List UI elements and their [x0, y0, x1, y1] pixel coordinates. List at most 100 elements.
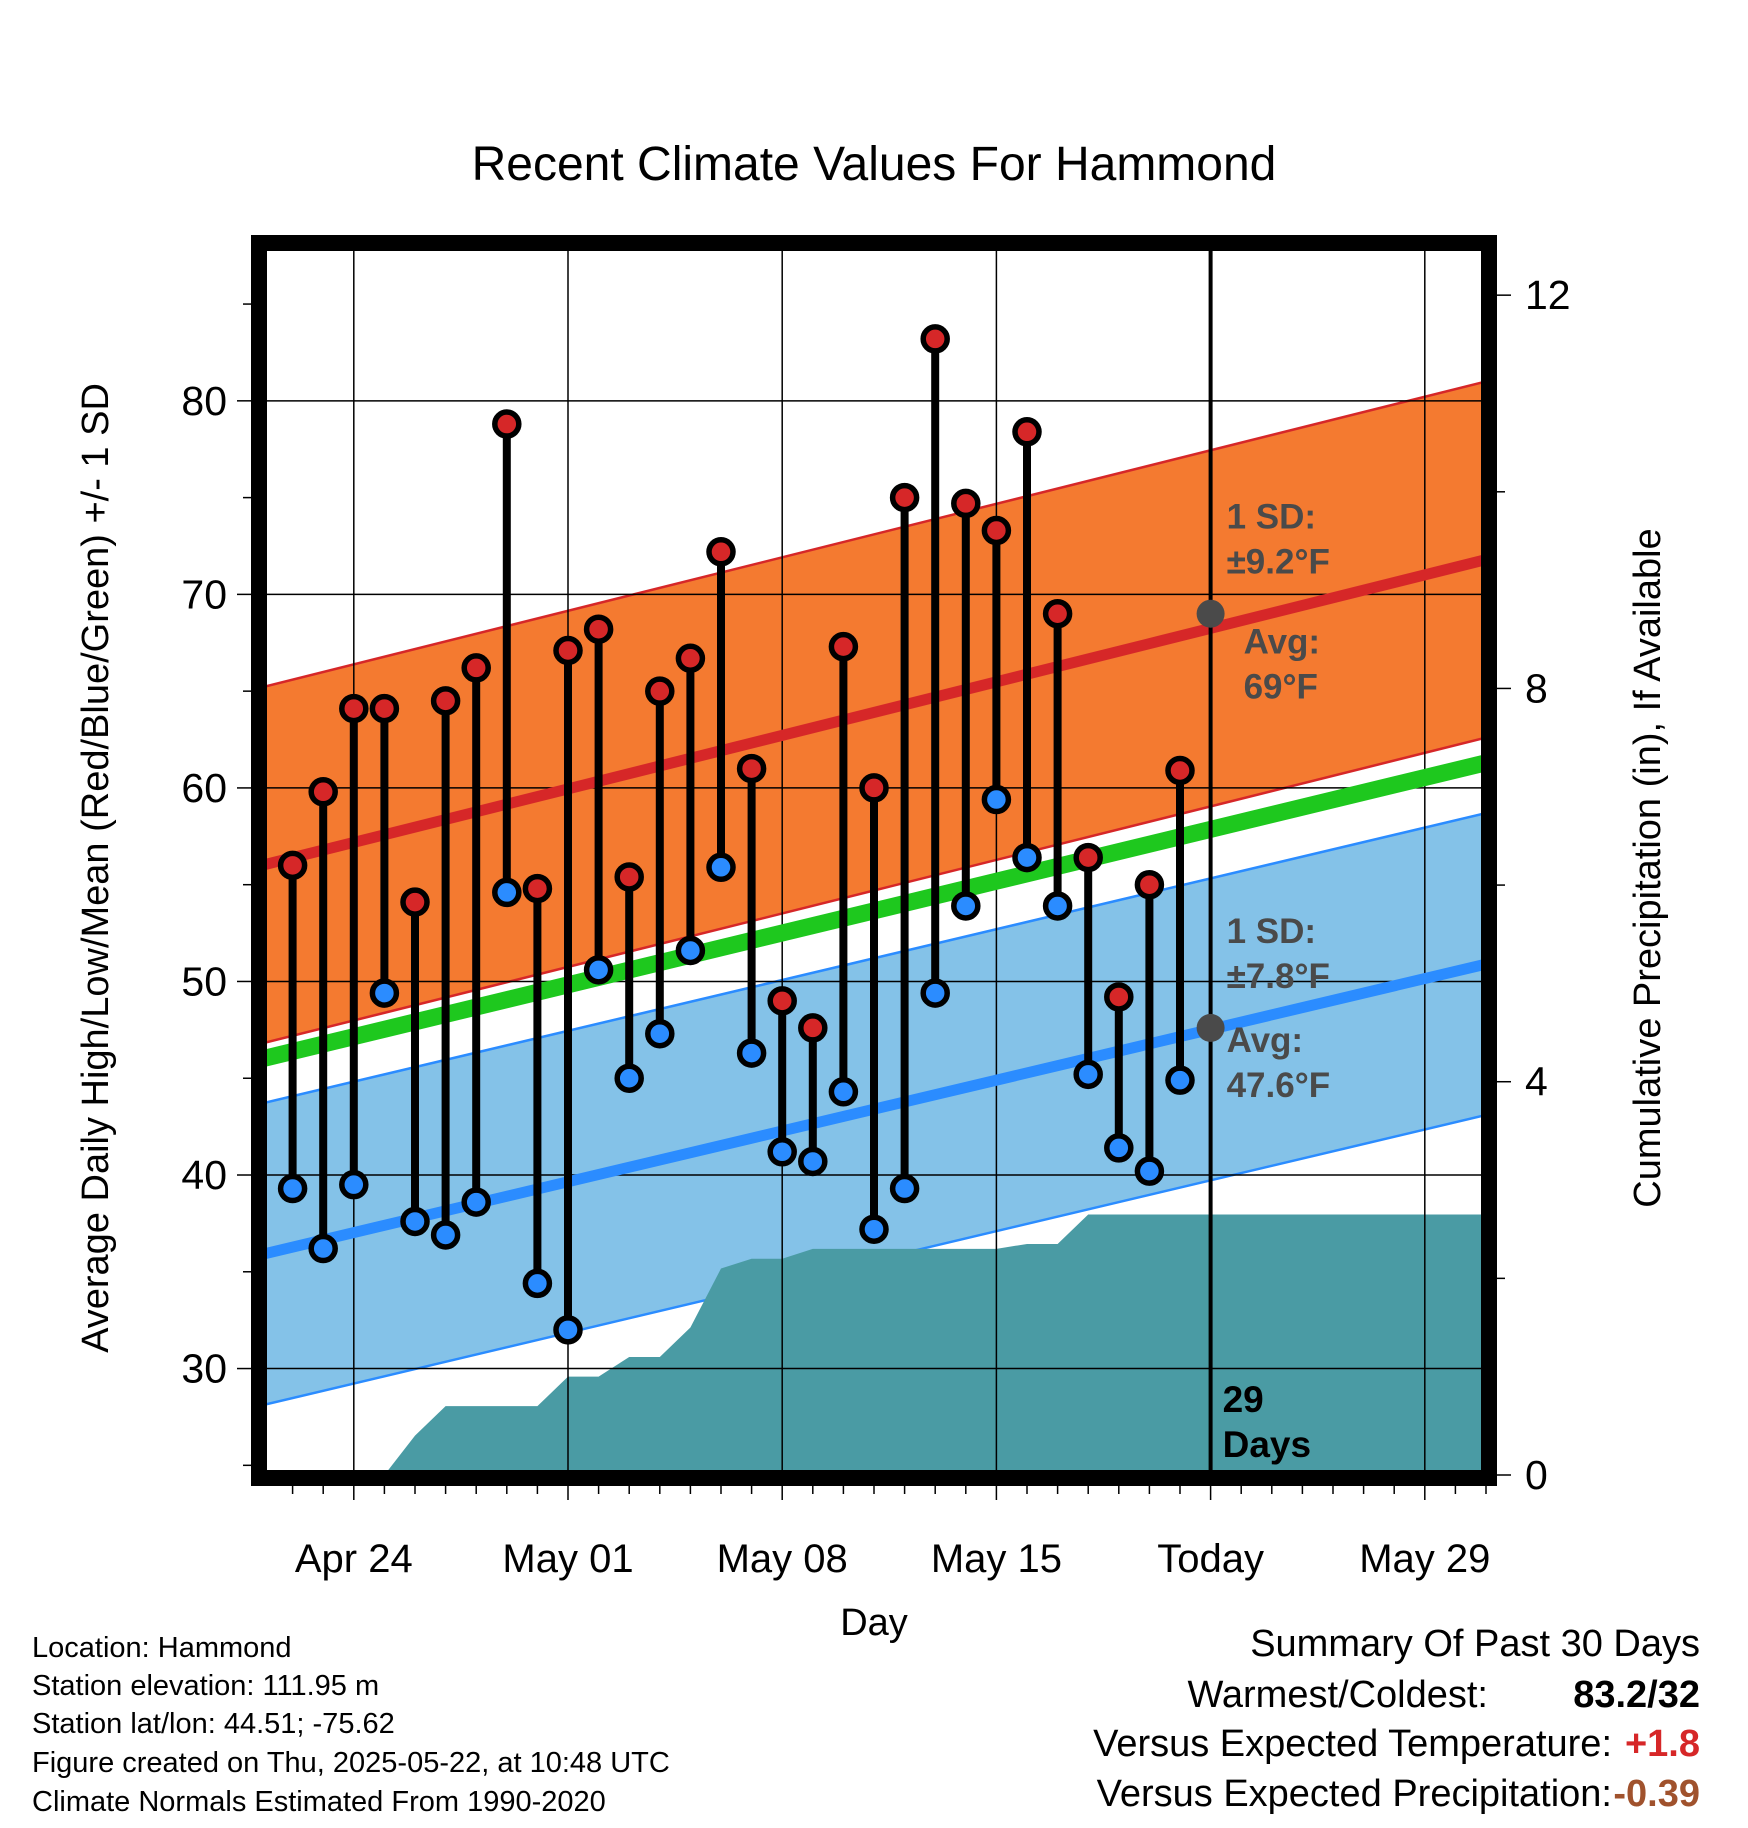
low-sd-label: 1 SD:	[1227, 912, 1316, 951]
daily-low-point	[1134, 1156, 1165, 1186]
y-left-tick-label: 40	[181, 1152, 227, 1198]
y-right-tick-label: 4	[1525, 1059, 1548, 1105]
daily-low-point	[706, 852, 736, 883]
info-normals: Climate Normals Estimated From 1990-2020	[32, 1786, 606, 1818]
daily-low-point	[981, 784, 1012, 815]
y-left-tick-label: 60	[181, 765, 227, 811]
precip-area	[292, 1214, 1486, 1475]
daily-low-point	[889, 1173, 920, 1204]
low-avg-label: Avg:	[1227, 1021, 1303, 1060]
low-avg-marker	[1196, 1013, 1225, 1042]
high-sd-value: ±9.2°F	[1227, 543, 1330, 582]
daily-low-point	[553, 1315, 583, 1345]
y-right-tick-label: 12	[1525, 272, 1571, 318]
daily-high-point	[1104, 982, 1134, 1012]
daily-high-point	[308, 777, 338, 807]
daily-high-point	[981, 515, 1012, 546]
x-tick-label: May 29	[1359, 1537, 1490, 1581]
days-word: Days	[1223, 1424, 1311, 1465]
daily-high-point	[645, 676, 675, 706]
daily-low-point	[369, 978, 400, 1008]
daily-low-point	[277, 1173, 308, 1204]
summary-warm-cold-label: Warmest/Coldest:	[1187, 1674, 1488, 1716]
summary-precip-value: -0.39	[1613, 1773, 1700, 1815]
daily-low-point	[675, 935, 706, 966]
plot-frame	[251, 235, 1497, 1486]
y-left-tick-label: 80	[181, 378, 227, 424]
daily-low-point	[492, 877, 522, 908]
daily-low-point	[798, 1146, 828, 1177]
daily-high-point	[1073, 842, 1103, 873]
info-elevation: Station elevation: 111.95 m	[32, 1670, 380, 1702]
daily-high-point	[1042, 598, 1073, 629]
daily-high-point	[859, 773, 889, 803]
daily-high-point	[828, 631, 859, 662]
daily-low-point	[828, 1077, 859, 1107]
daily-low-point	[1012, 842, 1042, 873]
daily-high-point	[1165, 755, 1195, 786]
daily-high-point	[1012, 417, 1042, 447]
summary-temp-label: Versus Expected Temperature:	[1093, 1723, 1612, 1765]
y-axis-left-label: Average Daily High/Low/Mean (Red/Blue/Gr…	[75, 383, 117, 1353]
daily-high-point	[277, 850, 308, 881]
daily-low-point	[920, 978, 950, 1008]
daily-high-point	[492, 409, 522, 439]
daily-low-point	[645, 1018, 675, 1049]
daily-low-point	[951, 891, 981, 921]
high-avg-value: 69°F	[1244, 668, 1318, 707]
summary-heading: Summary Of Past 30 Days	[1250, 1623, 1700, 1665]
y-left-tick-label: 50	[181, 958, 227, 1004]
daily-low-point	[767, 1137, 797, 1167]
y-right-tick-label: 8	[1525, 665, 1548, 711]
daily-high-point	[522, 873, 553, 904]
daily-high-point	[1134, 869, 1165, 900]
daily-low-point	[1104, 1133, 1134, 1163]
daily-high-point	[369, 693, 400, 724]
daily-high-point	[614, 862, 644, 892]
daily-low-point	[308, 1233, 338, 1264]
days-count: 29	[1223, 1379, 1264, 1420]
low-avg-value: 47.6°F	[1227, 1066, 1331, 1105]
x-axis-label: Day	[840, 1602, 908, 1644]
chart-title: Recent Climate Values For Hammond	[472, 138, 1277, 191]
daily-low-point	[583, 955, 614, 985]
daily-high-point	[675, 643, 706, 673]
daily-high-point	[920, 324, 950, 354]
y-right-tick-label: 0	[1525, 1452, 1548, 1498]
daily-high-point	[461, 653, 491, 683]
daily-low-point	[736, 1038, 767, 1068]
x-tick-label: May 15	[931, 1537, 1062, 1581]
info-created: Figure created on Thu, 2025-05-22, at 10…	[32, 1747, 670, 1779]
x-tick-label: Today	[1157, 1537, 1264, 1581]
y-axis-right-label: Cumulative Precipitation (in), If Availa…	[1627, 528, 1669, 1207]
daily-high-point	[889, 482, 920, 513]
daily-high-point	[767, 986, 797, 1016]
high-avg-marker	[1196, 599, 1225, 628]
daily-high-point	[553, 635, 583, 666]
summary-warm-cold-value: 83.2/32	[1573, 1674, 1700, 1716]
daily-high-point	[798, 1013, 828, 1043]
daily-high-point	[339, 693, 369, 724]
high-avg-label: Avg:	[1244, 623, 1320, 662]
daily-high-point	[400, 887, 430, 917]
daily-low-point	[859, 1214, 889, 1244]
high-sd-label: 1 SD:	[1227, 498, 1316, 537]
y-left-tick-label: 70	[181, 571, 227, 617]
daily-low-point	[1042, 891, 1073, 921]
daily-high-point	[706, 537, 736, 567]
daily-low-point	[1073, 1059, 1103, 1090]
daily-low-point	[614, 1063, 644, 1093]
daily-low-point	[461, 1187, 491, 1217]
summary-precip-label: Versus Expected Precipitation:	[1096, 1773, 1612, 1815]
summary-temp-value: +1.8	[1624, 1723, 1700, 1765]
x-tick-label: May 08	[717, 1537, 848, 1581]
daily-low-point	[522, 1268, 553, 1299]
info-location: Location: Hammond	[32, 1632, 292, 1664]
low-sd-value: ±7.8°F	[1227, 957, 1330, 996]
daily-low-point	[1165, 1065, 1195, 1095]
daily-low-point	[339, 1169, 369, 1200]
daily-high-point	[583, 614, 614, 644]
x-tick-label: Apr 24	[295, 1537, 413, 1581]
x-tick-label: May 01	[502, 1537, 633, 1581]
normal-high-line	[262, 554, 1486, 871]
